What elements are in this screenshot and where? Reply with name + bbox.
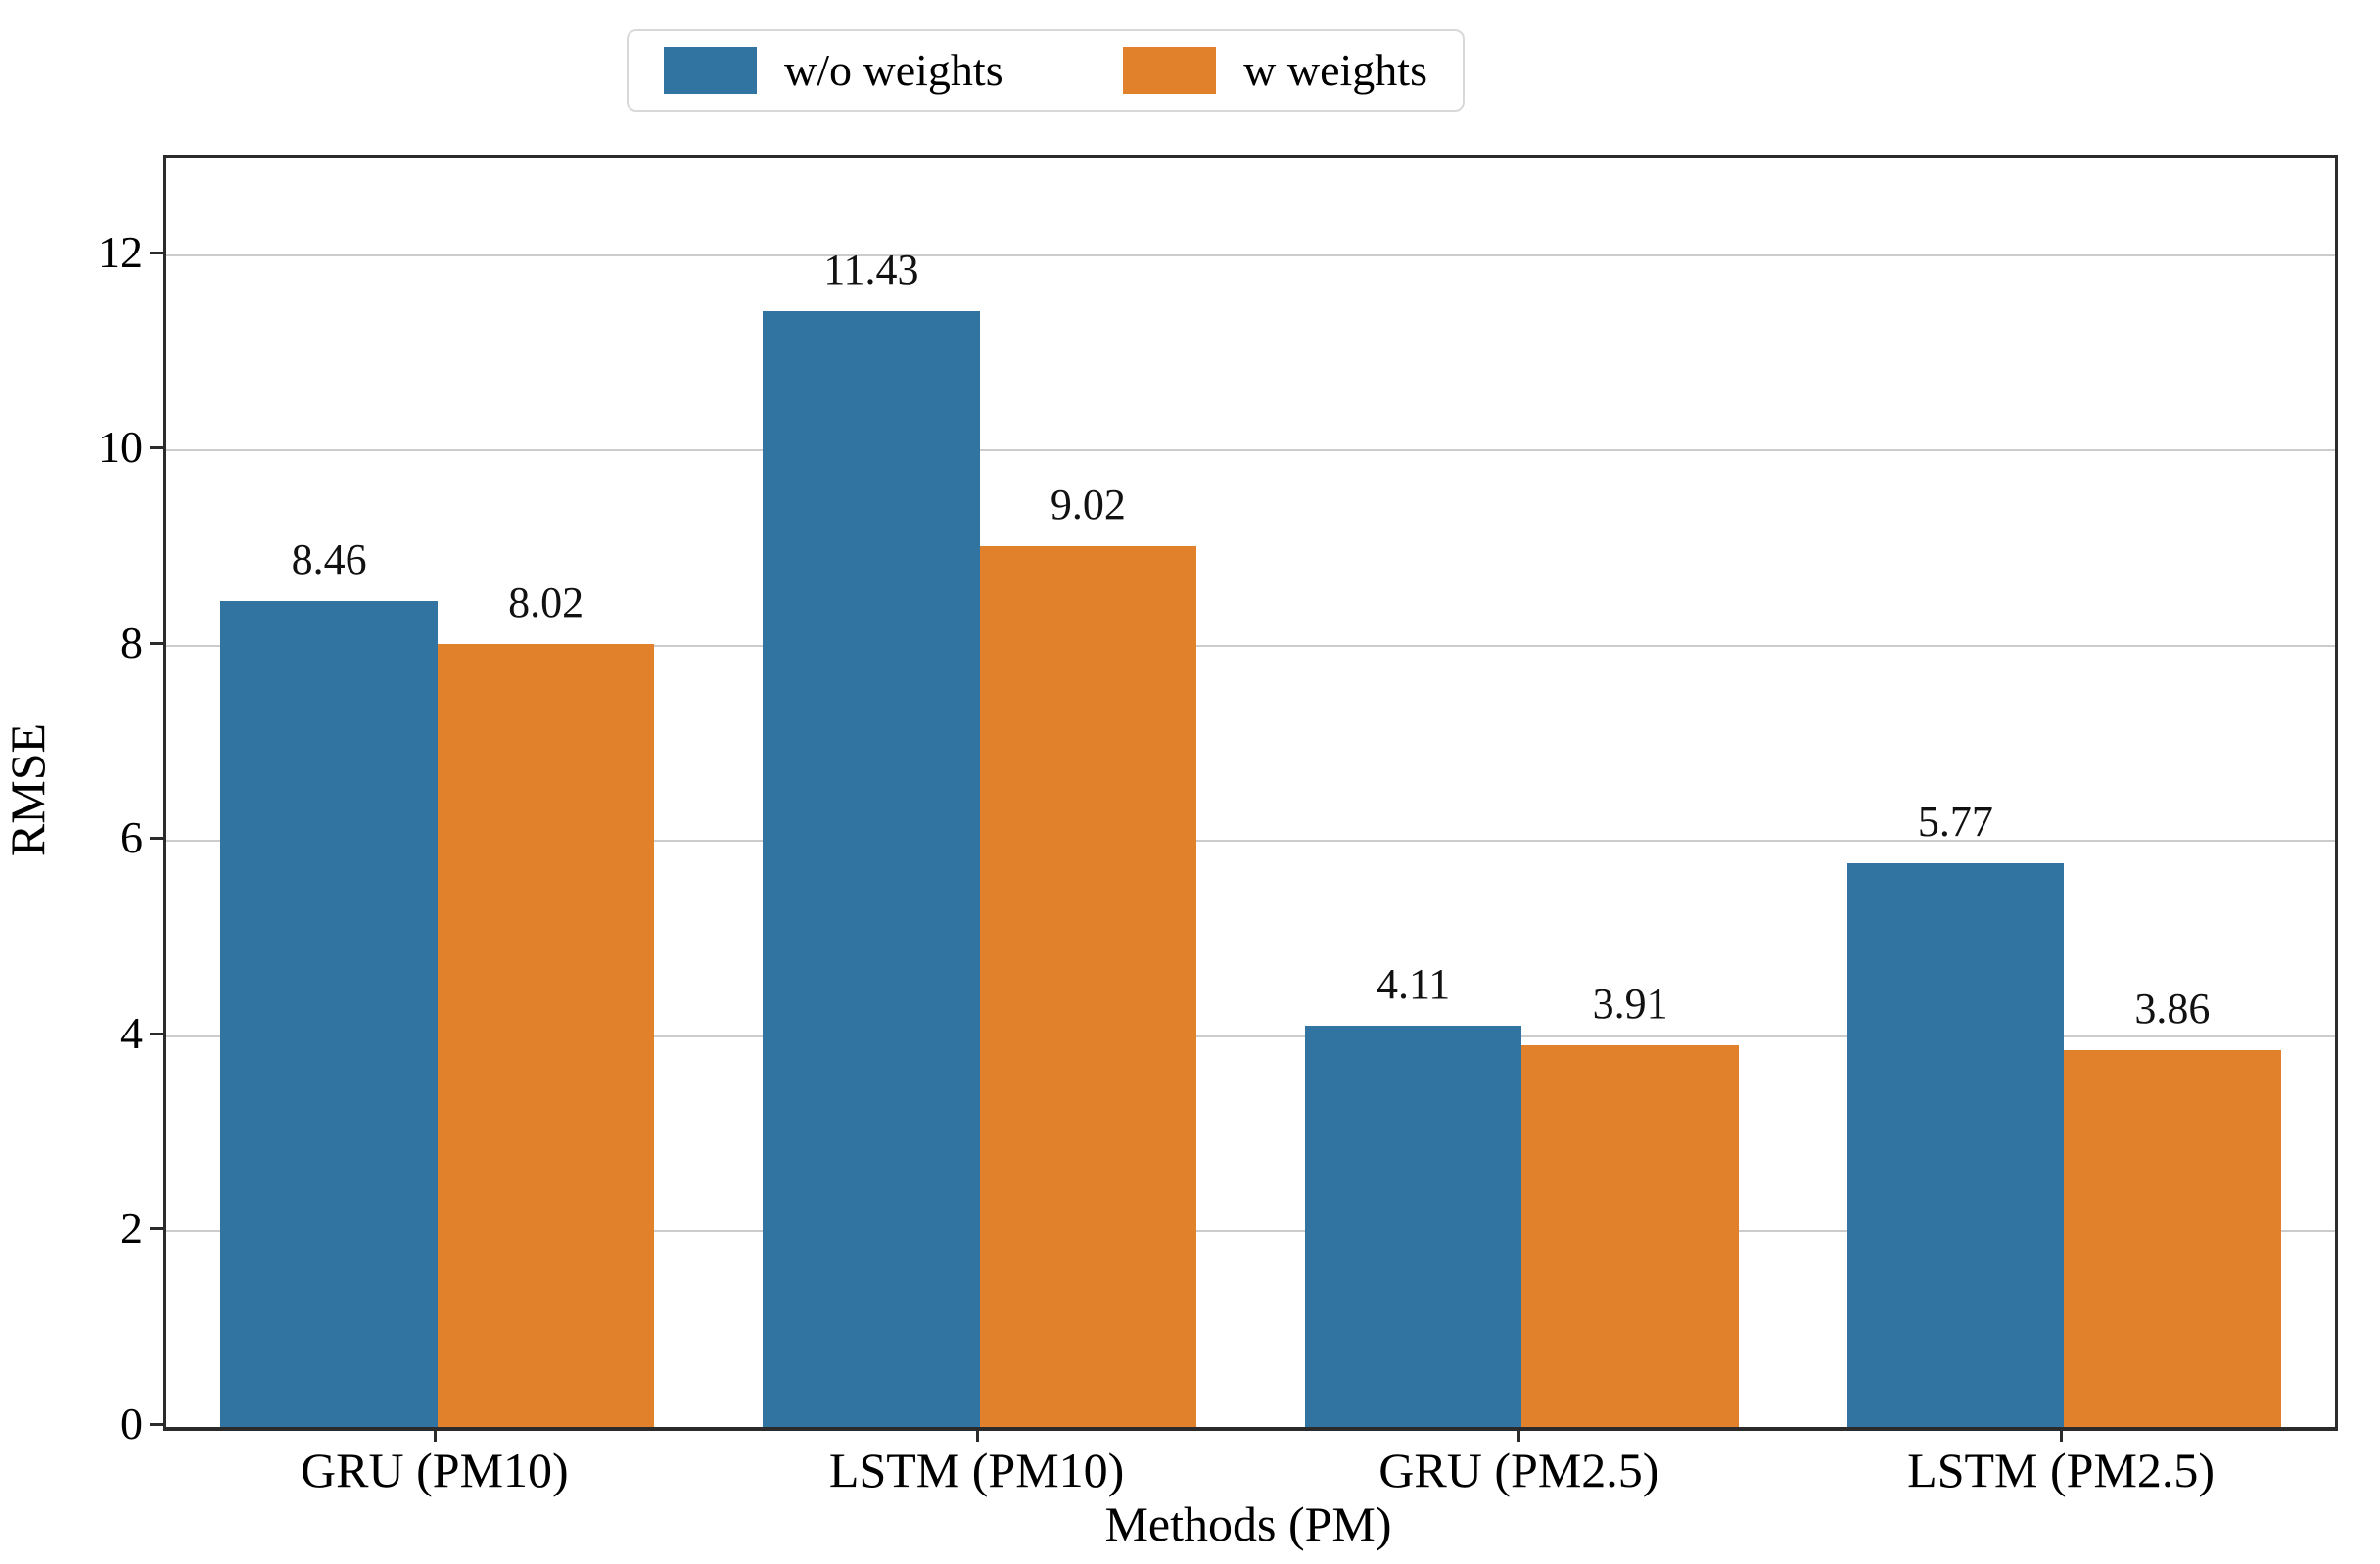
y-tick-label-2: 2 [120,1203,143,1254]
bar-value-label-w-weights-gru-pm2-5: 3.91 [1592,979,1668,1028]
plot-area: 8.46 11.43 4.11 5.77 8.02 9.02 3.91 3.86 [163,155,2338,1431]
y-tick-mark-4 [150,1032,163,1035]
bar-w-o-weights-lstm-pm10 [763,310,980,1427]
y-tick-label-12: 12 [98,226,143,277]
y-tick-mark-12 [150,251,163,254]
y-tick-mark-8 [150,641,163,645]
legend-item-wo-weights: w/o weights [664,47,1003,94]
gridline-y-4 [166,1035,2335,1037]
x-tick-mark-gru-pm2-5 [1517,1428,1521,1442]
bar-value-label-w-weights-lstm-pm2-5: 3.86 [2134,984,2211,1033]
legend-label-w-weights: w weights [1243,45,1427,95]
y-tick-mark-10 [150,446,163,450]
bar-value-label-w-o-weights-gru-pm10: 8.46 [291,534,367,583]
y-tick-label-0: 0 [120,1399,143,1449]
gridline-y-10 [166,449,2335,452]
x-tick-mark-lstm-pm2-5 [2060,1428,2064,1442]
y-tick-label-10: 10 [98,422,143,473]
bar-w-weights-lstm-pm2-5 [2064,1049,2281,1427]
bar-w-weights-gru-pm10 [437,643,655,1427]
bar-w-o-weights-gru-pm2-5 [1304,1025,1522,1427]
gridline-y-6 [166,840,2335,843]
bar-value-label-w-o-weights-lstm-pm10: 11.43 [823,245,919,294]
y-tick-mark-6 [150,837,163,841]
bar-w-weights-gru-pm2-5 [1521,1044,1739,1427]
legend: w/o weights w weights [627,29,1465,112]
x-tick-mark-lstm-pm10 [975,1428,979,1442]
y-axis-title: RMSE [0,722,55,857]
y-tick-mark-0 [150,1423,163,1426]
gridline-y-2 [166,1230,2335,1233]
y-tick-label-4: 4 [120,1007,143,1058]
legend-swatch-w-weights-icon [1123,47,1217,94]
y-tick-mark-2 [150,1227,163,1231]
bar-value-label-w-o-weights-lstm-pm2-5: 5.77 [1917,798,1993,847]
y-tick-label-6: 6 [120,812,143,863]
x-tick-label-gru-pm10: GRU (PM10) [301,1443,569,1497]
x-tick-label-lstm-pm2-5: LSTM (PM2.5) [1907,1443,2216,1497]
gridline-y-8 [166,644,2335,647]
bar-w-weights-lstm-pm10 [979,546,1197,1427]
x-tick-label-lstm-pm10: LSTM (PM10) [828,1443,1125,1497]
legend-swatch-wo-weights-icon [664,47,757,94]
bar-w-o-weights-gru-pm10 [220,600,438,1427]
bar-w-o-weights-lstm-pm2-5 [1846,863,2065,1427]
legend-label-wo-weights: w/o weights [784,45,1003,95]
x-tick-label-gru-pm2-5: GRU (PM2.5) [1378,1443,1659,1497]
bar-value-label-w-weights-lstm-pm10: 9.02 [1050,481,1126,529]
x-axis-title: Methods (PM) [1104,1496,1392,1551]
legend-item-w-weights: w weights [1123,47,1427,94]
y-tick-label-8: 8 [120,617,143,667]
bar-value-label-w-weights-gru-pm10: 8.02 [508,577,584,626]
gridline-y-12 [166,253,2335,256]
bar-value-label-w-o-weights-gru-pm2-5: 4.11 [1376,959,1451,1008]
x-tick-mark-gru-pm10 [433,1428,437,1442]
